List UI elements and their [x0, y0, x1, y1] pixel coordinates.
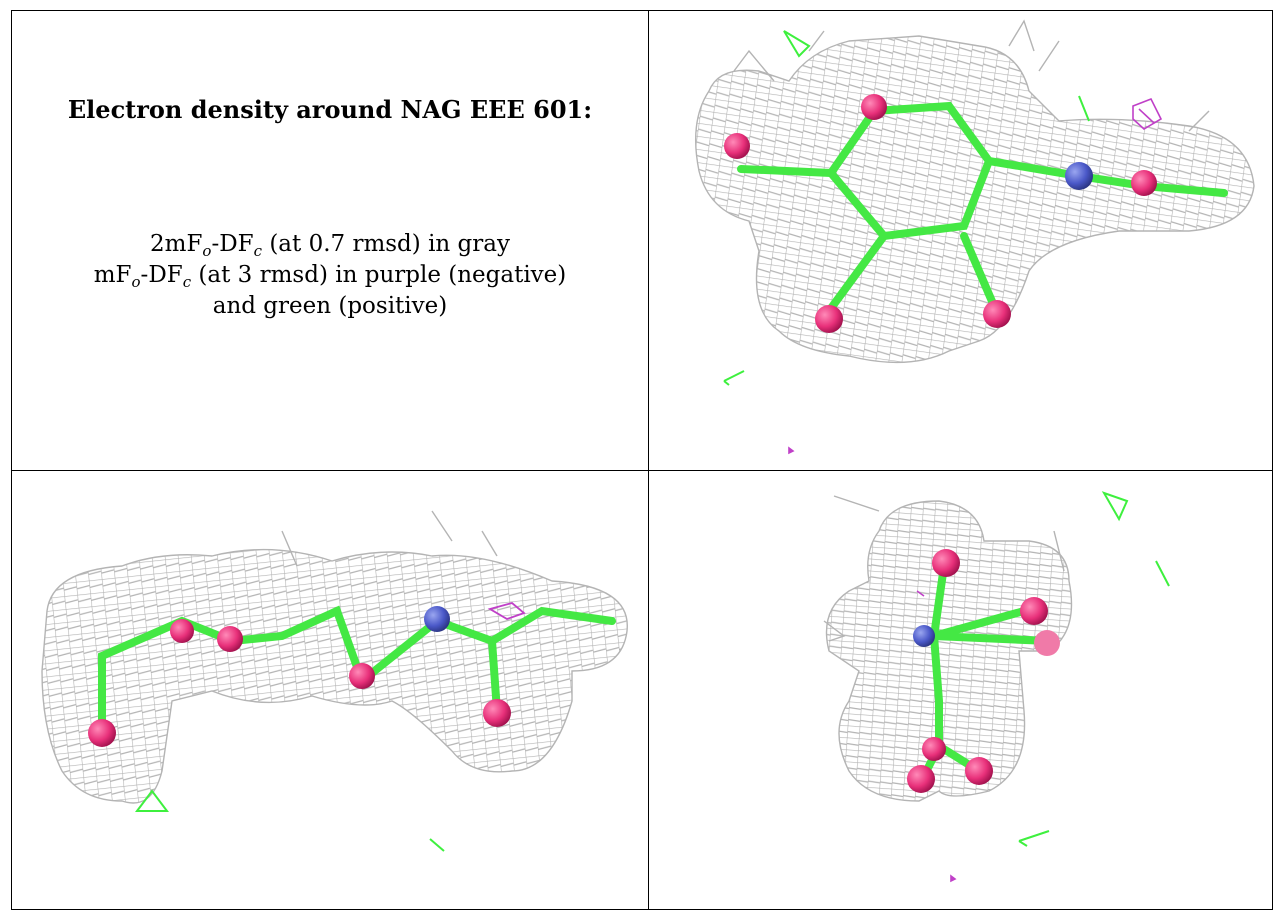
- caption-title: Electron density around NAG EEE 601:: [67, 95, 593, 124]
- legend-line-positive: and green (positive): [212, 293, 448, 319]
- view-top-right: [649, 11, 1272, 471]
- mesh-2fofc: [825, 500, 1073, 802]
- mesh-positive: [135, 789, 445, 852]
- mesh-extra-lines: [733, 19, 1210, 132]
- mesh-negative: [788, 97, 1163, 455]
- caption-legend: 2mFo-DFc (at 0.7 rmsd) in gray mFo-DFc (…: [12, 229, 648, 322]
- density-view-ring: [695, 19, 1255, 455]
- density-view-side: [41, 510, 628, 852]
- figure-table: Electron density around NAG EEE 601: 2mF…: [11, 10, 1273, 910]
- view-bottom-right: [649, 471, 1272, 909]
- legend-line-2fofc: 2mFo-DFc (at 0.7 rmsd) in gray: [150, 231, 510, 260]
- mesh-positive: [723, 30, 1090, 386]
- density-view-end: [823, 491, 1170, 883]
- mesh-positive: [1018, 491, 1170, 847]
- mesh-2fofc: [41, 548, 628, 804]
- mesh-negative: [487, 602, 526, 620]
- legend-line-fofc: mFo-DFc (at 3 rmsd) in purple (negative): [93, 262, 567, 291]
- ligand-bonds: [737, 101, 1228, 315]
- ligand-atoms: [907, 549, 1060, 793]
- view-bottom-left: [12, 471, 649, 909]
- mesh-negative: [916, 590, 957, 883]
- ligand-atoms: [724, 94, 1157, 333]
- mesh-extra-lines: [823, 495, 1065, 642]
- mesh-extra-lines: [281, 510, 498, 567]
- caption-cell: Electron density around NAG EEE 601: 2mF…: [12, 11, 649, 471]
- ligand-atoms: [88, 606, 511, 747]
